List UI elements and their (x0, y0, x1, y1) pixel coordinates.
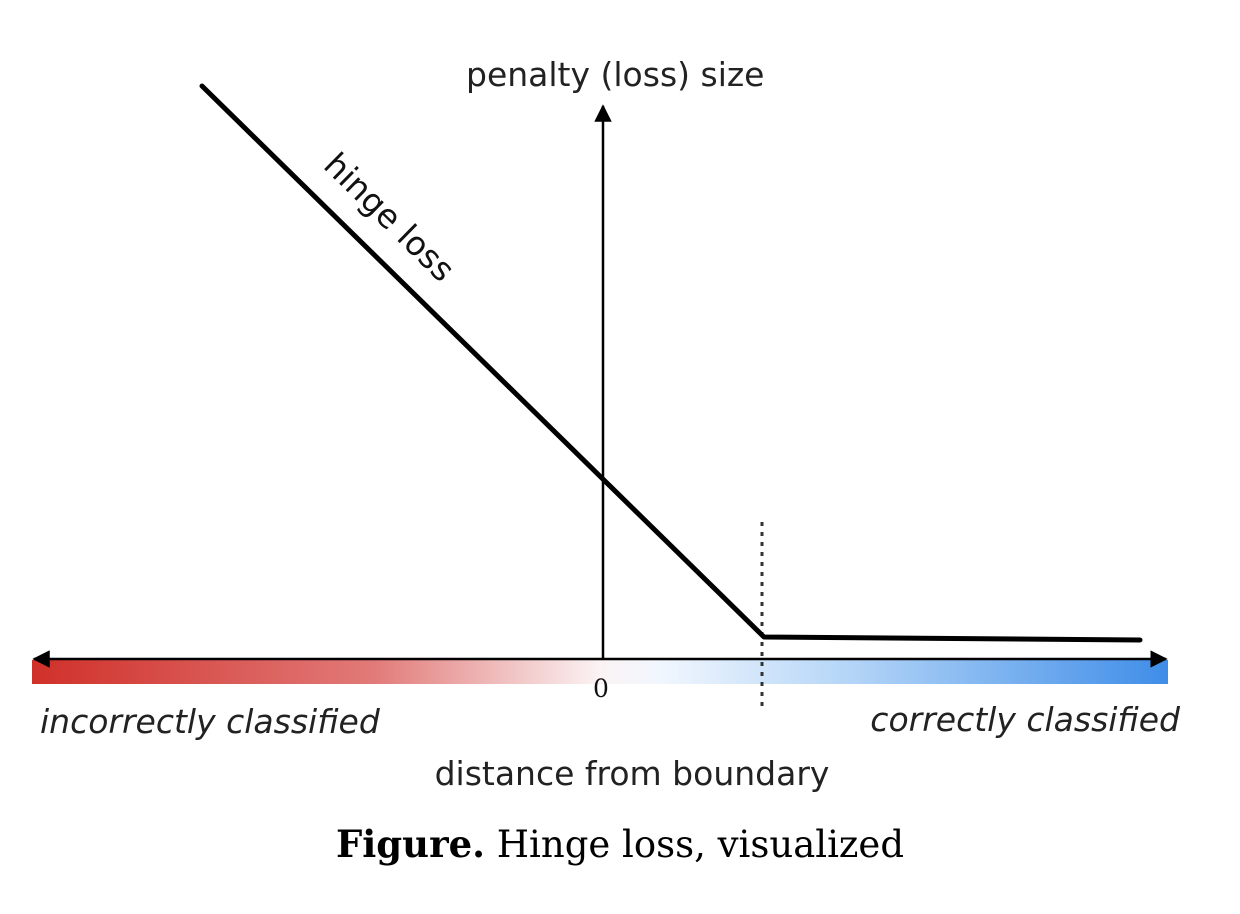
correct-region-label: correctly classified (870, 700, 1181, 739)
caption-text: Hinge loss, visualized (496, 823, 905, 866)
hinge-loss-curve (199, 83, 1143, 643)
figure-caption: Figure. Hinge loss, visualized (0, 822, 1240, 866)
origin-tick-label: 0 (593, 674, 609, 703)
caption-prefix: Figure. (335, 822, 485, 866)
incorrect-region-label: incorrectly classified (40, 702, 381, 741)
x-axis-label: distance from boundary (435, 754, 830, 793)
y-axis-label: penalty (loss) size (466, 55, 764, 94)
